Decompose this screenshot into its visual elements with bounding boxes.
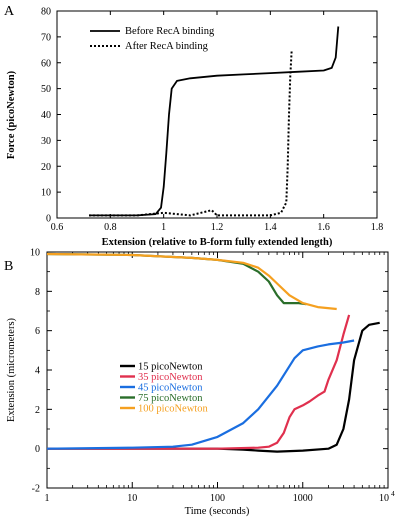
panel-b-y-axis-label: Extension (micrometers)	[6, 317, 17, 422]
panel-a-y-tick-label: 60	[41, 58, 51, 69]
series-15-piconewton-line	[47, 321, 380, 453]
panel-a-x-tick-label: 1.2	[211, 222, 224, 233]
panel-a-label: A	[4, 4, 15, 19]
series-35-piconewton-line	[47, 314, 351, 450]
panel-b-x-tick-label: 1	[45, 493, 50, 504]
panel-a-x-tick-label: 1.8	[371, 222, 384, 233]
legend-label-100-piconewton: 100 picoNewton	[138, 404, 208, 415]
panel-a-x-tick-label: 1.4	[264, 222, 277, 233]
panel-a-x-tick-label: 1	[161, 222, 166, 233]
panel-b-x-tick-label: 100	[210, 493, 225, 504]
legend-label-15-piconewton: 15 picoNewton	[138, 362, 203, 373]
legend-label-45-piconewton: 45 picoNewton	[138, 383, 203, 394]
panel-a-ticks: 0.6 0.8 1 1.2 1.4 1.6 1.8 0 10 20 30 40 50 60 70 80	[41, 7, 383, 234]
panel-a-frame	[56, 10, 378, 219]
panel-b-frame	[46, 251, 389, 489]
legend-label-before: Before RecA binding	[125, 26, 215, 37]
panel-b-y-tick-label: 2	[35, 405, 40, 416]
panel-a-y-tick-label: 10	[41, 188, 51, 199]
series-75-piconewton-line	[46, 252, 307, 306]
panel-a-y-tick-label: 40	[41, 110, 51, 121]
series-100-piconewton-line	[46, 252, 337, 311]
panel-b-y-tick-label: -2	[32, 484, 40, 495]
legend-label-after: After RecA binding	[125, 41, 209, 52]
panel-a-y-tick-label: 20	[41, 162, 51, 173]
panel-b-x-axis-label: Time (seconds)	[185, 506, 250, 517]
panel-a-series	[89, 26, 340, 217]
panel-a-x-tick-label: 0.8	[104, 222, 117, 233]
panel-a-y-tick-label: 70	[41, 32, 51, 43]
panel-a-legend: Before RecA binding After RecA binding	[90, 26, 215, 52]
panel-a: A 0.6 0.8 1 1.2 1.4 1.6 1.8 0 10 20 30 40 50 60 70 80 B…	[4, 4, 383, 248]
series-45-piconewton-line	[46, 339, 355, 450]
panel-a-y-axis-label: Force (picoNewton)	[6, 70, 17, 159]
panel-a-y-tick-label: 80	[41, 7, 51, 18]
panel-b-series	[46, 252, 380, 453]
panel-b-y-tick-label: 10	[30, 248, 40, 259]
panel-b-y-tick-label: 8	[35, 287, 40, 298]
panel-b-x-tick-label-exponent: 4	[391, 489, 395, 498]
panel-a-x-tick-label: 1.6	[317, 222, 330, 233]
panel-b-x-tick-label-last: 10	[379, 493, 389, 504]
panel-b-y-tick-label: 0	[35, 444, 40, 455]
panel-b-x-tick-label: 1000	[293, 493, 313, 504]
panel-b-label: B	[4, 259, 13, 274]
panel-b-y-tick-label: 4	[35, 366, 40, 377]
panel-a-y-tick-label: 0	[46, 214, 51, 225]
panel-a-x-axis-label: Extension (relative to B-form fully exte…	[102, 237, 333, 248]
series-after-reca-line	[89, 49, 293, 217]
panel-a-x-tick-label: 0.6	[51, 222, 64, 233]
series-before-reca-line	[89, 26, 340, 217]
panel-a-y-tick-label: 50	[41, 84, 51, 95]
legend-label-35-piconewton: 35 picoNewton	[138, 372, 203, 383]
panel-b-y-tick-label: 6	[35, 326, 40, 337]
panel-b-x-tick-label: 10	[127, 493, 137, 504]
panel-a-y-tick-label: 30	[41, 136, 51, 147]
legend-label-75-piconewton: 75 picoNewton	[138, 393, 203, 404]
